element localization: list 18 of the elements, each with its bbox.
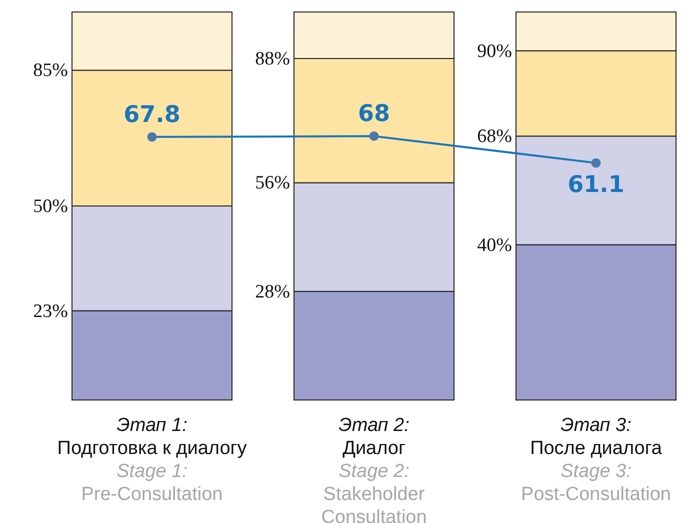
text: Stage 1: Pre-Consultation — [81, 461, 223, 505]
x-tick-label: Этап 2: Диалог — [338, 415, 410, 459]
annotation: 88% — [255, 48, 290, 70]
data-label: 68 — [358, 101, 390, 128]
data-label: 61.1 — [568, 172, 624, 198]
data-label: 67.8 — [124, 102, 180, 128]
annotation: 85% — [33, 60, 68, 82]
text: Stage 2: Stakeholder Consultation — [321, 461, 427, 523]
annotation: 50% — [33, 196, 68, 217]
annotation: 40% — [477, 234, 512, 256]
x-tick-label: Этап 3: После диалога — [530, 415, 662, 459]
annotation: 56% — [255, 172, 290, 194]
x-tick-label: Этап 1: Подготовка к диалогу — [57, 415, 248, 459]
annotation: 28% — [255, 281, 290, 302]
annotation: 23% — [33, 300, 68, 322]
annotation: 90% — [477, 40, 512, 62]
text: Stage 3: Post-Consultation — [521, 461, 671, 505]
annotation: 68% — [477, 126, 512, 148]
